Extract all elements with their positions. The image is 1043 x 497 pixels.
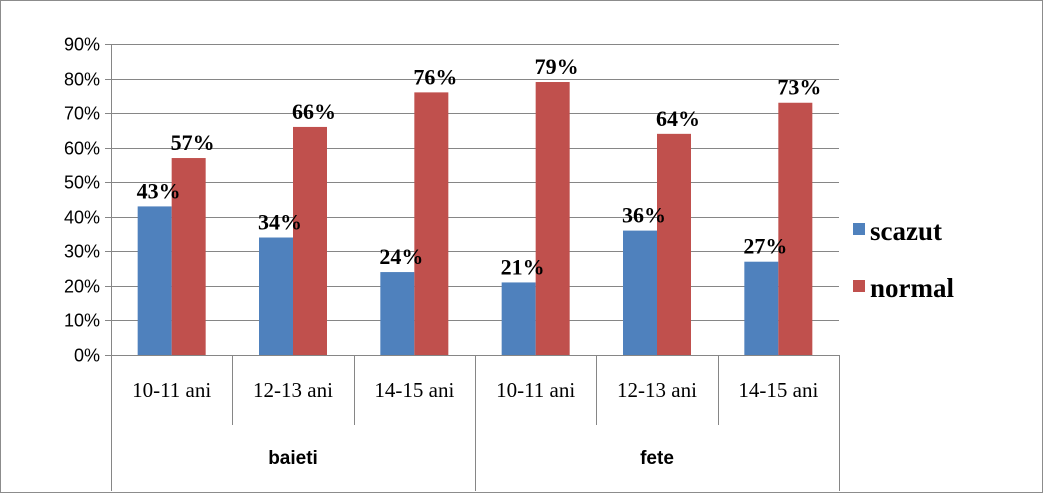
bar-normal: [657, 133, 691, 355]
y-tick-label: 20%: [64, 277, 100, 297]
x-category-label: 12-13 ani: [253, 378, 333, 402]
bar-scazut: [137, 206, 172, 355]
x-group-label: baieti: [268, 448, 318, 469]
x-category-label: 14-15 ani: [374, 378, 454, 402]
legend-label-scazut: scazut: [870, 216, 942, 246]
y-tick-label: 90%: [64, 35, 100, 55]
data-label-normal: 57%: [171, 130, 215, 155]
data-label-scazut: 21%: [501, 254, 545, 279]
x-category-label: 12-13 ani: [617, 378, 697, 402]
bar-scazut: [623, 230, 657, 355]
legend-label-normal: normal: [870, 273, 954, 303]
bar-normal: [778, 102, 813, 355]
y-tick-label: 30%: [64, 242, 100, 262]
gridlines: [105, 44, 839, 356]
x-category-label: 14-15 ani: [738, 378, 818, 402]
data-label-normal: 73%: [777, 75, 821, 100]
legend-swatch-normal: [853, 280, 865, 292]
data-label-scazut: 36%: [622, 203, 666, 228]
bar-normal: [535, 82, 570, 355]
data-label-normal: 79%: [535, 54, 579, 79]
bars: [137, 82, 813, 355]
bar-scazut: [501, 282, 536, 355]
y-tick-label: 50%: [64, 173, 100, 193]
data-label-normal: 76%: [413, 64, 457, 89]
x-category-label: 10-11 ani: [132, 378, 211, 402]
bar-normal: [414, 92, 449, 355]
data-labels: 43% 57% 34% 66% 24% 76% 21% 79% 36% 64% 27% 73%: [137, 54, 822, 279]
bar-normal: [293, 126, 327, 355]
y-tick-label: 40%: [64, 208, 100, 228]
bar-scazut: [380, 272, 415, 355]
y-tick-label: 60%: [64, 139, 100, 159]
data-label-scazut: 27%: [743, 234, 787, 259]
bar-scazut: [744, 261, 779, 355]
y-tick-label: 10%: [64, 311, 100, 331]
data-label-scazut: 24%: [379, 244, 423, 269]
data-label-normal: 64%: [656, 106, 700, 131]
x-category-label: 10-11 ani: [496, 378, 575, 402]
data-label-scazut: 34%: [258, 210, 302, 235]
legend-swatch-scazut: [853, 223, 865, 235]
y-tick-label: 0%: [74, 346, 100, 366]
bar-normal: [171, 158, 206, 355]
data-label-normal: 66%: [292, 99, 336, 124]
legend: scazut normal: [853, 216, 954, 303]
data-label-scazut: 43%: [137, 178, 181, 203]
y-tick-label: 80%: [64, 70, 100, 90]
y-tick-label: 70%: [64, 104, 100, 124]
bar-scazut: [259, 237, 293, 355]
x-group-label: fete: [640, 448, 674, 469]
axes: 0% 10% 20% 30% 40% 50% 60% 70% 80% 90% 10-11 ani 12…: [64, 35, 840, 491]
